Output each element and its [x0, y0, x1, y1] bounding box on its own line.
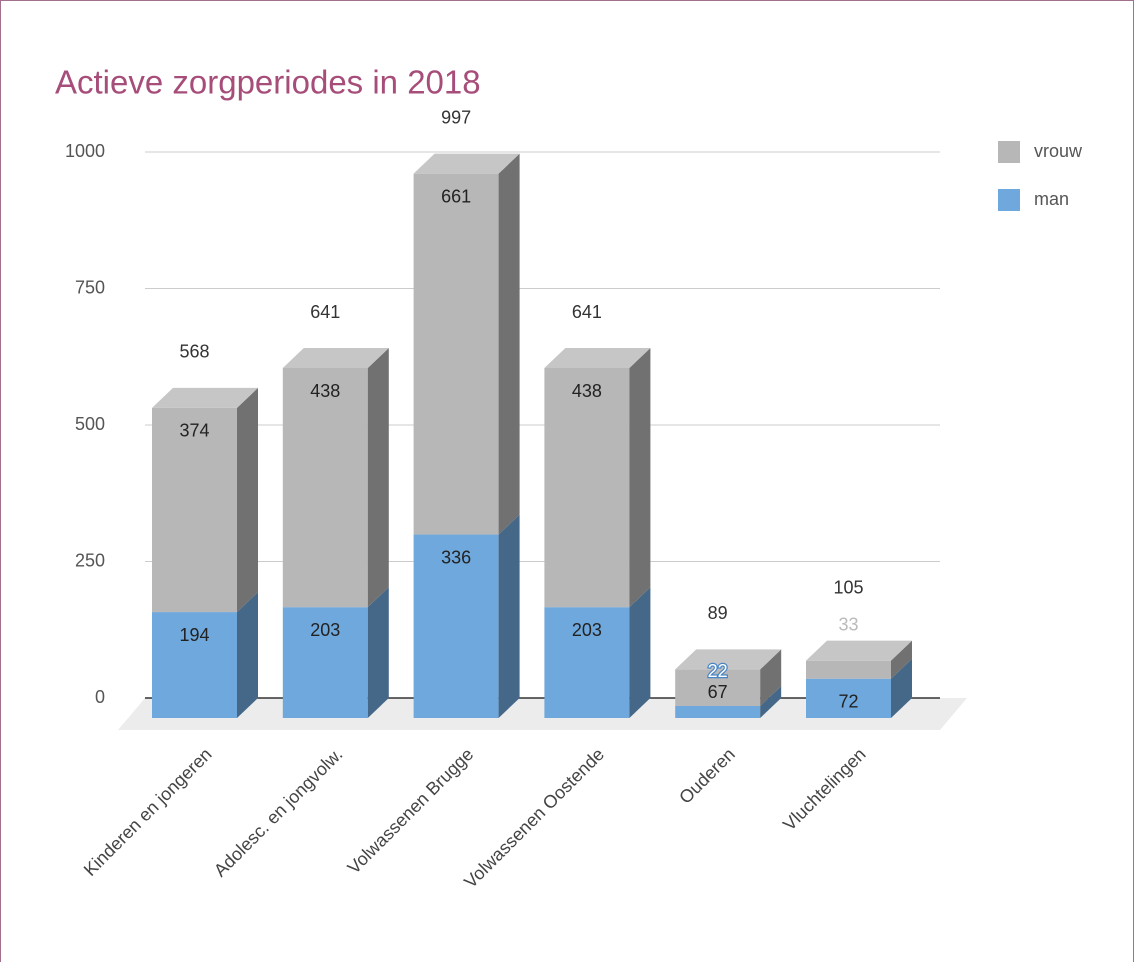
bar-side: [629, 348, 651, 608]
data-label: 67: [708, 682, 728, 702]
data-label: 22: [708, 661, 728, 681]
bar-top: [282, 348, 389, 369]
bar-segment: [675, 705, 761, 718]
total-label: 89: [708, 603, 728, 623]
bar-side: [237, 387, 258, 613]
bar-segment: [544, 607, 630, 718]
total-label: 105: [833, 577, 863, 597]
bar-top: [806, 640, 912, 661]
bar-side: [498, 153, 520, 535]
data-label: 203: [572, 620, 602, 640]
bar-segment: [152, 612, 237, 718]
legend-label: vrouw: [1034, 141, 1083, 161]
data-label: 203: [310, 620, 340, 640]
y-tick-label: 0: [95, 687, 105, 707]
data-label: 438: [310, 381, 340, 401]
data-label: 72: [838, 691, 858, 711]
data-label: 374: [179, 421, 209, 441]
legend-label: man: [1034, 189, 1069, 209]
bar-side: [891, 658, 912, 718]
bar-segment: [413, 534, 499, 718]
bar-side: [498, 514, 520, 718]
bar-side: [237, 592, 258, 718]
data-label: 194: [179, 625, 209, 645]
bar-segment: [413, 173, 499, 535]
data-label: 33: [838, 614, 858, 634]
y-tick-label: 1000: [65, 141, 105, 161]
bar-side: [367, 587, 389, 718]
bar-segment: [282, 607, 368, 718]
bar-segment: [282, 368, 368, 608]
y-tick-label: 750: [75, 277, 105, 297]
bar-segment: [806, 678, 891, 718]
bar-top: [675, 649, 782, 670]
chart-title: Actieve zorgperiodes in 2018: [55, 64, 481, 101]
total-label: 641: [310, 302, 340, 322]
bar-segment: [152, 407, 237, 613]
bar-side: [760, 649, 782, 706]
bar-segment: [675, 669, 761, 706]
data-label: 336: [441, 547, 471, 567]
y-tick-label: 250: [75, 550, 105, 570]
bar-side: [367, 348, 389, 608]
total-label: 997: [441, 107, 471, 127]
bar-side: [891, 640, 912, 679]
data-label: 661: [441, 186, 471, 206]
bar-top: [544, 348, 651, 369]
bar-top: [413, 153, 520, 174]
data-label: 438: [572, 381, 602, 401]
total-label: 641: [572, 302, 602, 322]
bar-segment: [806, 660, 891, 679]
bar-side: [629, 587, 651, 718]
bar-top: [152, 387, 258, 408]
legend-swatch: [998, 189, 1020, 211]
bar-segment: [544, 368, 630, 608]
total-label: 568: [179, 342, 209, 362]
y-tick-label: 500: [75, 414, 105, 434]
bar-side: [760, 685, 782, 718]
legend-swatch: [998, 141, 1020, 163]
